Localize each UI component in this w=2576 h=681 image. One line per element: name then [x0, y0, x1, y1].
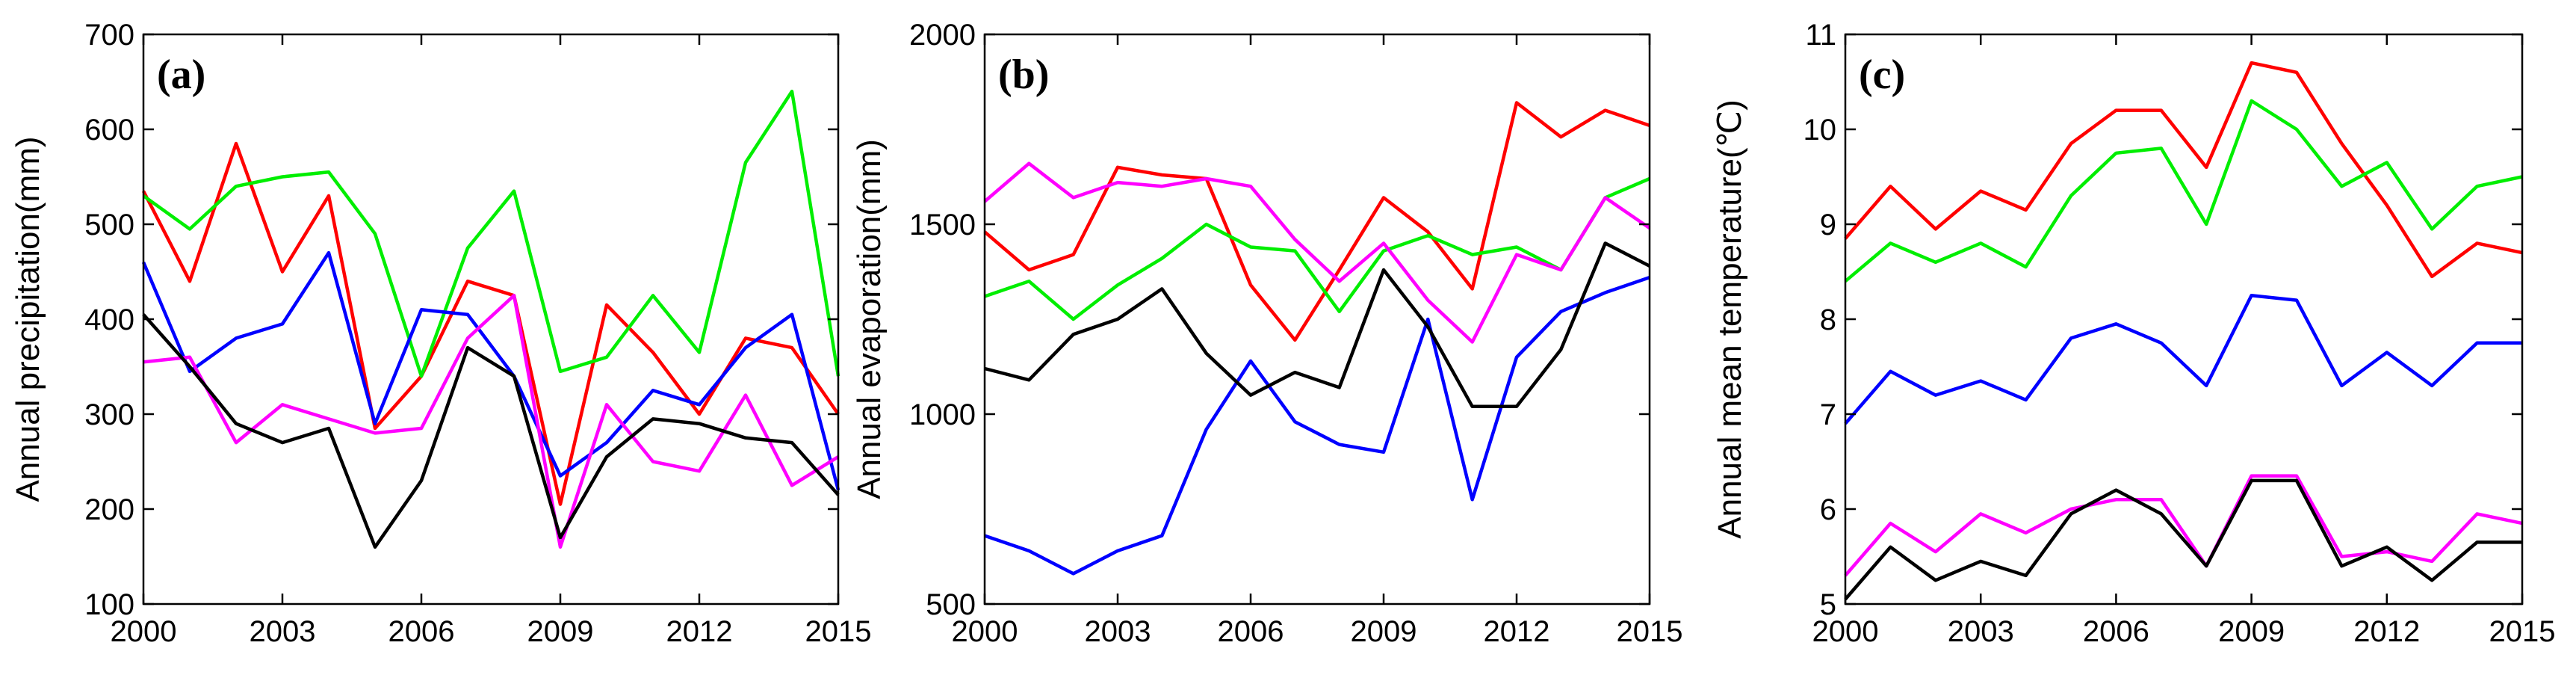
series-line-2: [1844, 99, 2523, 283]
y-tick-label: 500: [926, 588, 976, 621]
panel-label: (c): [1859, 52, 1905, 98]
x-tick-label: 2015: [2489, 615, 2556, 648]
plot-frame: [142, 33, 840, 605]
x-tick-label: 2000: [111, 615, 177, 648]
plot-frame: [983, 33, 1651, 605]
y-tick-label: 8: [1820, 303, 1836, 336]
x-tick-label: 2006: [2083, 615, 2149, 648]
series-line-5: [984, 241, 1651, 409]
series-line-1: [983, 101, 1650, 342]
x-tick-label: 2006: [388, 615, 455, 648]
series-line-1: [1844, 61, 2523, 279]
series-line-5: [142, 313, 840, 549]
y-axis-label: Annual mean temperature(℃): [1712, 99, 1748, 538]
plot-frame: [1844, 33, 2524, 605]
y-tick-label: 400: [84, 303, 134, 336]
series-line-4: [1844, 474, 2523, 577]
x-tick-label: 2003: [1085, 615, 1151, 648]
y-tick-label: 2000: [909, 19, 976, 52]
y-tick-label: 10: [1803, 114, 1837, 147]
series-line-5: [1844, 478, 2522, 601]
x-tick-label: 2006: [1218, 615, 1284, 648]
x-tick-label: 2015: [805, 615, 872, 648]
x-tick-label: 2000: [1812, 615, 1879, 648]
x-tick-label: 2012: [2353, 615, 2420, 648]
y-tick-label: 1500: [909, 209, 976, 241]
chart-panel-2: 2000 2003 2006 2009 2012 2015 500 1000 1500 2000 A…: [851, 19, 1682, 648]
x-tick-label: 2000: [952, 615, 1018, 648]
y-tick-label: 300: [84, 398, 134, 431]
series-line-3: [141, 250, 840, 491]
y-tick-label: 9: [1820, 209, 1836, 241]
panel-label: (b): [998, 52, 1049, 98]
y-tick-label: 6: [1820, 493, 1836, 526]
x-tick-label: 2009: [1351, 615, 1417, 648]
y-tick-label: 11: [1805, 19, 1836, 52]
x-tick-label: 2015: [1617, 615, 1683, 648]
y-axis-label: Annual evaporation(mm): [851, 139, 888, 499]
y-tick-label: 700: [84, 19, 134, 52]
series-line-2: [984, 176, 1650, 321]
y-tick-label: 100: [84, 588, 134, 621]
x-tick-label: 2009: [2218, 615, 2285, 648]
chart-panel-1: 2000 2003 2006 2009 2012 2015 100 200 300 400 500 6…: [10, 19, 871, 648]
x-tick-label: 2003: [250, 615, 316, 648]
series-line-4: [983, 161, 1651, 344]
y-axis-label: Annual precipitation(mm): [10, 136, 46, 502]
y-tick-label: 1000: [909, 398, 976, 431]
x-tick-label: 2012: [1484, 615, 1550, 648]
series-line-3: [1844, 294, 2522, 425]
series-line-4: [143, 294, 840, 549]
panel-label: (a): [157, 52, 205, 98]
series-line-1: [141, 141, 840, 506]
y-tick-label: 200: [84, 493, 134, 526]
x-tick-label: 2012: [666, 615, 733, 648]
chart-panel-3: 2000 2003 2006 2009 2012 2015 5 6 7 8 9 10 11 Annual …: [1712, 19, 2555, 648]
x-tick-label: 2009: [527, 615, 594, 648]
y-tick-label: 5: [1820, 588, 1836, 621]
y-tick-label: 500: [84, 209, 134, 241]
x-tick-label: 2003: [1948, 615, 2014, 648]
series-line-2: [142, 89, 840, 378]
series-line-3: [984, 275, 1650, 576]
y-tick-label: 7: [1820, 398, 1836, 431]
y-tick-label: 600: [84, 114, 134, 147]
